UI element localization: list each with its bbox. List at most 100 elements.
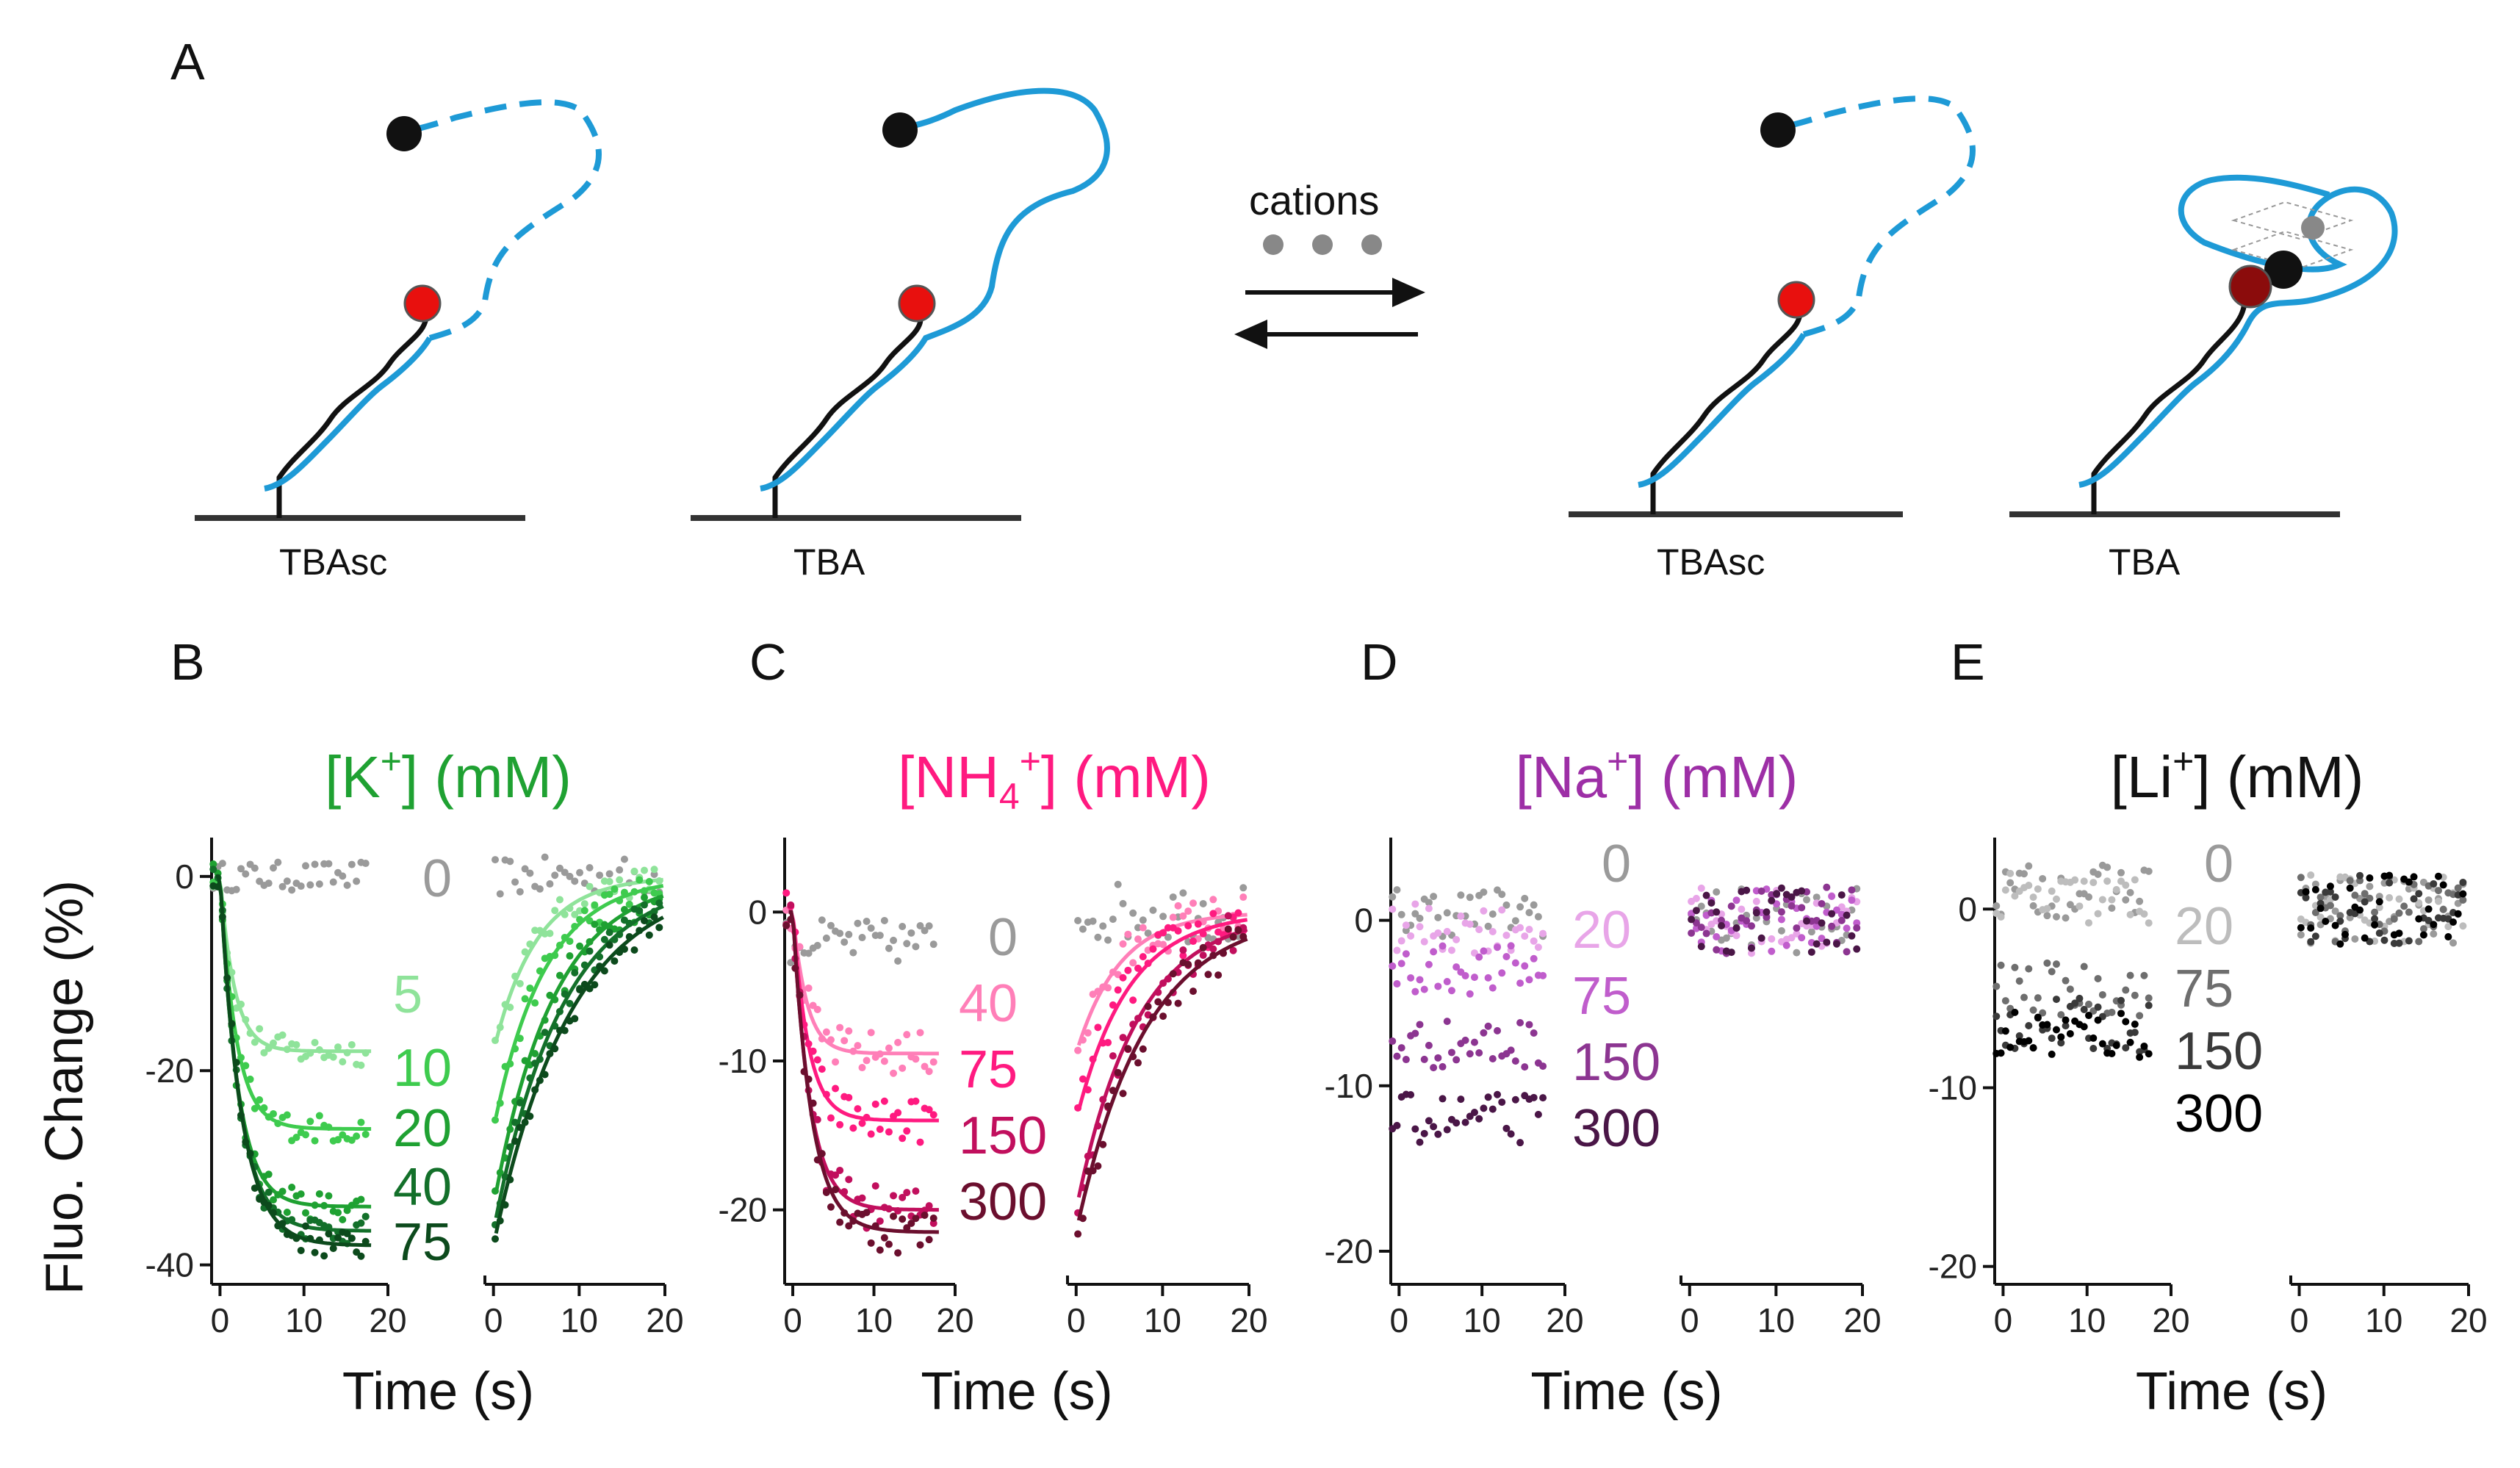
- data-point: [315, 1190, 323, 1198]
- data-point: [1443, 978, 1451, 986]
- data-point: [1393, 946, 1401, 954]
- data-point: [1434, 913, 1442, 921]
- y-tick-label: -20: [1325, 1232, 1373, 1270]
- data-point: [2039, 874, 2047, 882]
- quencher-dot: [1760, 112, 1796, 148]
- data-point: [2094, 1003, 2102, 1011]
- schematic-label-tba: TBA: [2109, 541, 2181, 583]
- data-point: [1498, 969, 1506, 977]
- data-point: [2459, 890, 2467, 898]
- data-point: [2371, 908, 2379, 916]
- data-point: [894, 1038, 902, 1046]
- data-point: [1498, 890, 1506, 899]
- data-point: [1443, 909, 1451, 917]
- data-point: [2057, 1011, 2065, 1019]
- data-point: [571, 1015, 579, 1023]
- data-point: [546, 880, 554, 888]
- data-point: [1752, 897, 1760, 905]
- data-point: [2066, 985, 2074, 993]
- schematic-label-tbasc: TBAsc: [279, 541, 387, 583]
- data-point: [1480, 907, 1488, 915]
- x-tick-label: 20: [2449, 1301, 2487, 1339]
- data-point: [1439, 1095, 1447, 1103]
- data-point: [1828, 892, 1836, 900]
- fluorophore-dot: [898, 284, 936, 323]
- data-point: [1416, 914, 1424, 922]
- data-point: [2336, 912, 2344, 920]
- data-point: [1159, 929, 1167, 937]
- data-point: [1466, 990, 1474, 998]
- data-point: [1416, 1021, 1424, 1029]
- data-point: [2316, 913, 2325, 921]
- data-point: [1184, 960, 1192, 968]
- data-point: [876, 932, 884, 940]
- data-point: [586, 947, 594, 955]
- x-axis-title: Time (s): [921, 1362, 1112, 1421]
- data-point: [1074, 1230, 1082, 1238]
- data-point: [1530, 1093, 1538, 1101]
- data-point: [818, 916, 826, 924]
- data-point: [353, 1132, 361, 1140]
- dna-strand-black: [2091, 293, 2247, 514]
- data-point: [2098, 990, 2106, 999]
- data-point: [1837, 916, 1846, 924]
- data-point: [1511, 917, 1519, 925]
- data-point: [2311, 932, 2319, 940]
- concentration-label: 300: [1572, 1099, 1660, 1158]
- data-point: [605, 941, 613, 949]
- data-point: [1199, 943, 1207, 951]
- data-point: [1393, 1052, 1401, 1060]
- data-point: [1124, 966, 1132, 974]
- data-point: [880, 916, 888, 924]
- data-point: [1798, 887, 1806, 895]
- data-point: [650, 913, 658, 921]
- data-point: [1204, 971, 1212, 979]
- concentration-label: 5: [393, 965, 422, 1024]
- data-point: [836, 1218, 844, 1226]
- data-point: [2145, 994, 2153, 1002]
- concentration-label: 300: [959, 1173, 1047, 1231]
- data-point: [849, 949, 857, 957]
- data-point: [2001, 886, 2009, 894]
- data-point: [311, 860, 319, 868]
- data-point: [2371, 915, 2379, 923]
- data-point: [278, 882, 287, 890]
- data-point: [1511, 1095, 1519, 1104]
- x-tick-label: 20: [2152, 1301, 2189, 1339]
- data-point: [1516, 979, 1524, 987]
- data-point: [1747, 922, 1755, 930]
- data-point: [1389, 905, 1397, 913]
- data-point: [586, 863, 594, 871]
- data-point: [1516, 924, 1524, 932]
- data-point: [546, 929, 554, 938]
- title-superscript: +: [1020, 741, 1041, 782]
- data-point: [605, 929, 613, 937]
- data-point: [1488, 1055, 1497, 1063]
- data-point: [929, 940, 937, 949]
- data-point: [2039, 1009, 2047, 1017]
- fit-curve-dissociation: [494, 877, 663, 1042]
- data-point: [1104, 936, 1112, 944]
- data-point: [329, 1053, 337, 1061]
- data-point: [1443, 927, 1451, 935]
- data-point: [1457, 1095, 1465, 1104]
- concentration-label: 150: [1572, 1033, 1660, 1092]
- data-point: [858, 1119, 866, 1127]
- data-point: [334, 1136, 342, 1144]
- dna-strand-blue: [1638, 332, 1807, 488]
- data-point: [1174, 999, 1182, 1007]
- data-point: [302, 1131, 309, 1139]
- title-superscript: +: [1607, 741, 1628, 782]
- data-point: [840, 938, 849, 946]
- data-point: [1174, 902, 1182, 910]
- data-point: [302, 1222, 309, 1230]
- fit-curve-association: [215, 874, 372, 1054]
- data-point: [929, 1058, 937, 1066]
- data-point: [2331, 893, 2339, 901]
- data-point: [1447, 987, 1455, 995]
- data-point: [283, 1208, 291, 1216]
- y-tick-label: 0: [748, 893, 767, 931]
- data-point: [2001, 997, 2009, 1005]
- data-point: [1466, 893, 1474, 902]
- data-point: [1079, 1075, 1087, 1083]
